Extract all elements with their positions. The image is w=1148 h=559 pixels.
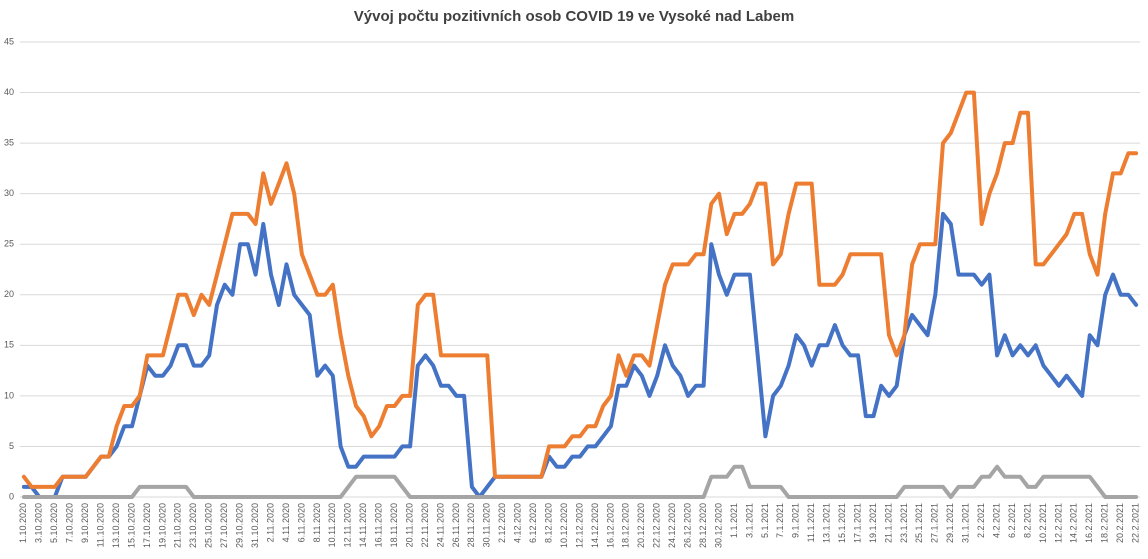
- x-tick-label: 26.11.2020: [451, 503, 461, 547]
- x-tick-label: 26.12.2020: [683, 503, 693, 548]
- x-tick-label: 9.10.2020: [80, 503, 90, 543]
- x-tick-label: 10.11.2020: [327, 503, 337, 547]
- x-tick-label: 6.11.2020: [296, 503, 306, 542]
- x-tick-label: 27.1.2021: [930, 503, 940, 543]
- x-tick-label: 10.2.2021: [1038, 503, 1048, 543]
- x-tick-label: 24.11.2020: [435, 503, 445, 547]
- x-tick-label: 17.1.2021: [852, 503, 862, 543]
- x-tick-label: 1.10.2020: [18, 503, 28, 543]
- x-tick-label: 4.12.2020: [513, 503, 523, 543]
- x-tick-label: 12.12.2020: [574, 503, 584, 548]
- x-tick-label: 11.10.2020: [95, 503, 105, 547]
- x-tick-label: 3.1.2021: [744, 503, 754, 538]
- x-tick-label: 5.1.2021: [760, 503, 770, 538]
- y-tick-label: 20: [4, 289, 14, 299]
- x-tick-label: 2.12.2020: [497, 503, 507, 543]
- x-tick-label: 19.10.2020: [157, 503, 167, 548]
- x-tick-label: 31.10.2020: [250, 503, 260, 548]
- x-tick-label: 30.11.2020: [482, 503, 492, 547]
- x-tick-label: 20.12.2020: [636, 503, 646, 548]
- x-tick-label: 16.12.2020: [605, 503, 615, 548]
- x-tick-label: 7.10.2020: [65, 503, 75, 543]
- x-tick-label: 23.1.2021: [899, 503, 909, 543]
- x-tick-label: 22.12.2020: [652, 503, 662, 548]
- x-tick-label: 10.12.2020: [559, 503, 569, 548]
- x-tick-label: 21.10.2020: [173, 503, 183, 548]
- y-tick-label: 5: [9, 441, 14, 451]
- x-tick-label: 25.1.2021: [914, 503, 924, 543]
- x-tick-label: 16.11.2020: [374, 503, 384, 547]
- x-tick-label: 1.1.2021: [729, 503, 739, 538]
- x-tick-label: 19.1.2021: [868, 503, 878, 543]
- x-tick-label: 18.12.2020: [621, 503, 631, 548]
- y-tick-label: 40: [4, 87, 14, 97]
- x-tick-label: 24.12.2020: [667, 503, 677, 548]
- x-tick-label: 6.12.2020: [528, 503, 538, 543]
- x-tick-label: 16.2.2021: [1084, 503, 1094, 543]
- x-tick-label: 17.10.2020: [142, 503, 152, 548]
- x-tick-label: 28.12.2020: [698, 503, 708, 548]
- x-tick-label: 30.12.2020: [713, 503, 723, 548]
- chart-title: Vývoj počtu pozitivních osob COVID 19 ve…: [354, 8, 794, 25]
- x-tick-label: 15.10.2020: [126, 503, 136, 548]
- x-tick-label: 14.2.2021: [1069, 503, 1079, 543]
- series-line: [21, 90, 1139, 489]
- y-tick-label: 45: [4, 36, 14, 46]
- y-tick-label: 0: [9, 491, 14, 501]
- x-tick-label: 27.10.2020: [219, 503, 229, 548]
- x-tick-label: 8.12.2020: [543, 503, 553, 543]
- x-tick-label: 4.2.2021: [991, 503, 1001, 538]
- x-tick-label: 22.2.2021: [1131, 503, 1141, 543]
- x-tick-label: 11.1.2021: [806, 503, 816, 542]
- y-tick-label: 15: [4, 340, 14, 350]
- x-tick-label: 12.11.2020: [343, 503, 353, 547]
- x-tick-label: 18.11.2020: [389, 503, 399, 547]
- x-tick-label: 20.2.2021: [1115, 503, 1125, 543]
- x-tick-label: 5.10.2020: [49, 503, 59, 543]
- x-tick-label: 20.11.2020: [404, 503, 414, 547]
- x-tick-label: 9.1.2021: [791, 503, 801, 538]
- x-tick-label: 25.10.2020: [204, 503, 214, 548]
- x-tick-label: 13.10.2020: [111, 503, 121, 548]
- series-line: [21, 464, 1139, 499]
- x-tick-label: 22.11.2020: [420, 503, 430, 547]
- x-tick-label: 23.10.2020: [188, 503, 198, 548]
- x-tick-label: 31.1.2021: [961, 503, 971, 543]
- x-tick-label: 28.11.2020: [466, 503, 476, 547]
- x-tick-label: 21.1.2021: [883, 503, 893, 543]
- x-tick-label: 13.1.2021: [822, 503, 832, 543]
- y-tick-label: 35: [4, 137, 14, 147]
- x-tick-label: 14.11.2020: [358, 503, 368, 547]
- y-tick-label: 25: [4, 239, 14, 249]
- x-tick-label: 3.10.2020: [34, 503, 44, 543]
- x-tick-label: 12.2.2021: [1053, 503, 1063, 543]
- x-tick-label: 7.1.2021: [775, 503, 785, 538]
- series-line: [21, 211, 1139, 499]
- x-tick-label: 8.2.2021: [1022, 503, 1032, 538]
- x-tick-label: 14.12.2020: [590, 503, 600, 548]
- y-tick-label: 30: [4, 188, 14, 198]
- x-tick-label: 8.11.2020: [312, 503, 322, 542]
- x-tick-label: 29.1.2021: [945, 503, 955, 543]
- x-tick-label: 6.2.2021: [1007, 503, 1017, 538]
- x-tick-label: 2.11.2020: [265, 503, 275, 542]
- x-tick-label: 18.2.2021: [1100, 503, 1110, 543]
- x-tick-label: 4.11.2020: [281, 503, 291, 542]
- y-tick-label: 10: [4, 390, 14, 400]
- x-tick-label: 2.2.2021: [976, 503, 986, 538]
- x-tick-label: 15.1.2021: [837, 503, 847, 543]
- x-tick-label: 29.10.2020: [235, 503, 245, 548]
